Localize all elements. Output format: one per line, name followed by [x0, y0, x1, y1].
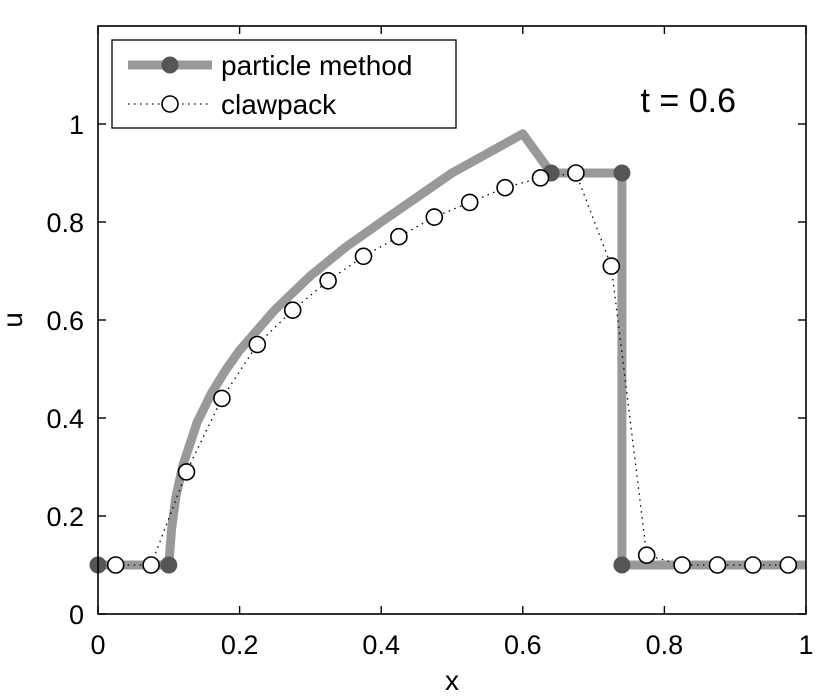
clawpack-marker — [106, 556, 125, 574]
x-tick-label: 1 — [798, 630, 813, 660]
clawpack-marker — [779, 556, 798, 574]
x-tick-label: 0.2 — [221, 630, 259, 660]
clawpack-marker — [425, 208, 444, 226]
clawpack-marker — [567, 164, 585, 182]
y-tick-label: 0.6 — [46, 306, 84, 336]
time-annotation: t = 0.6 — [641, 82, 736, 120]
particle-method-marker — [160, 556, 178, 574]
clawpack-marker — [637, 546, 656, 565]
clawpack-marker — [602, 257, 621, 275]
x-axis-label: x — [445, 665, 459, 696]
axes: 0 0.2 0.4 0.6 0.8 1 0 0.2 0.4 0.6 0.8 1 x u t = 0.6 — [0, 25, 814, 696]
clawpack-marker — [496, 178, 514, 197]
clawpack-marker — [248, 335, 267, 354]
y-tick-label: 1 — [69, 110, 84, 140]
clawpack-marker — [708, 556, 727, 574]
y-tick-label: 0.4 — [46, 404, 84, 434]
clawpack-marker — [213, 389, 231, 408]
clawpack-marker — [354, 247, 373, 266]
clawpack-marker — [142, 556, 160, 574]
x-tick-label: 0.4 — [362, 630, 400, 660]
x-tick-label: 0 — [90, 630, 105, 660]
clawpack-marker — [283, 301, 302, 320]
clawpack-marker — [460, 193, 479, 212]
particle-method-marker — [613, 556, 631, 574]
clawpack-marker — [744, 556, 762, 574]
x-tick-label: 0.8 — [646, 630, 684, 660]
clawpack-marker — [531, 169, 550, 187]
clawpack-marker — [390, 227, 408, 246]
clawpack-marker — [673, 556, 691, 574]
y-tick-label: 0.2 — [46, 502, 84, 532]
clawpack-marker — [177, 463, 196, 481]
y-axis-label: u — [0, 312, 28, 328]
legend: particle method clawpack — [111, 39, 457, 129]
clawpack-marker — [319, 271, 337, 290]
y-tick-label: 0 — [69, 600, 84, 630]
legend-marker-particle-method — [161, 56, 179, 74]
legend-label-particle-method: particle method — [221, 50, 412, 81]
legend-box — [111, 39, 457, 129]
particle-method-marker — [613, 164, 631, 182]
y-tick-label: 0.8 — [46, 208, 84, 238]
x-tick-label: 0.6 — [504, 630, 542, 660]
legend-marker-clawpack — [161, 95, 179, 113]
legend-label-clawpack: clawpack — [221, 89, 337, 120]
series-line-particle-method — [98, 129, 806, 570]
